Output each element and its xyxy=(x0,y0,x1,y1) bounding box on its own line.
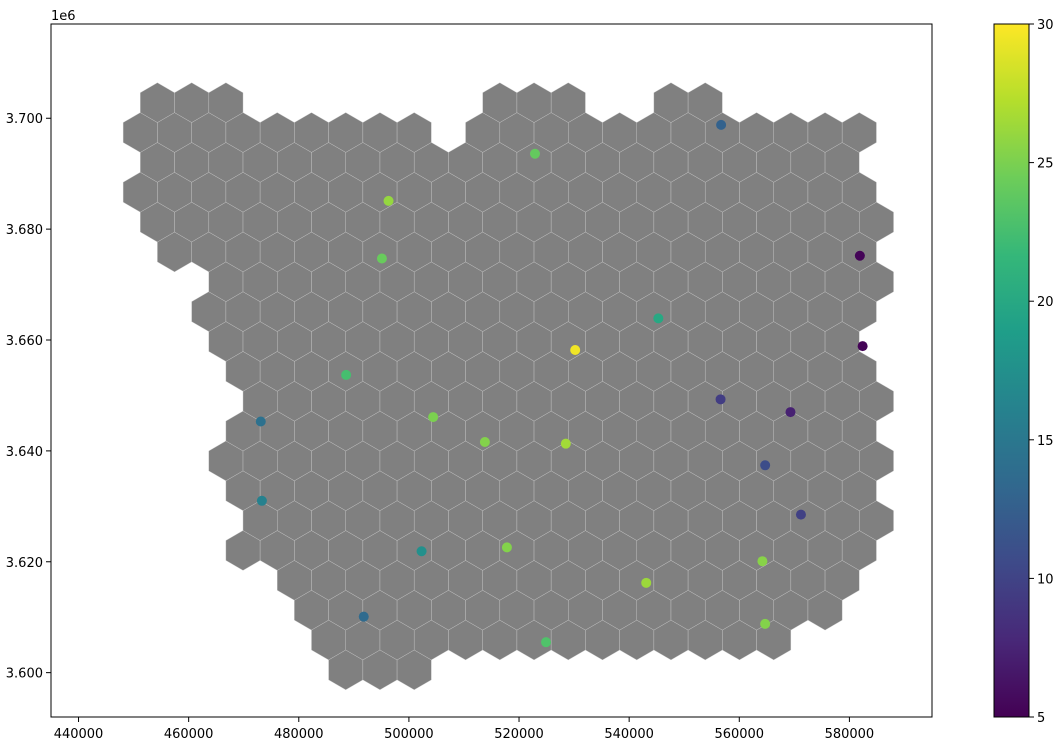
y-tick-label: 3.700 xyxy=(6,112,43,127)
colorbar: 5 10 15 20 25 30 xyxy=(993,18,1054,726)
y-tick-label: 3.600 xyxy=(6,667,43,682)
colorbar-frame xyxy=(993,23,1030,718)
scatter-points xyxy=(255,119,868,648)
data-point xyxy=(376,253,387,264)
data-point xyxy=(760,618,771,629)
data-point xyxy=(501,542,512,553)
data-point xyxy=(428,412,439,423)
data-point xyxy=(653,313,664,324)
colorbar-tick-label: 10 xyxy=(1037,572,1054,587)
data-point xyxy=(341,369,352,380)
colorbar-tick-label: 20 xyxy=(1037,295,1054,310)
colorbar-tick-label: 30 xyxy=(1037,18,1054,33)
x-tick-label: 560000 xyxy=(714,727,764,742)
colorbar-tick-label: 25 xyxy=(1037,157,1054,172)
data-point xyxy=(785,407,796,418)
y-tick-label: 3.660 xyxy=(6,334,43,349)
y-axis: 3.600 3.620 3.640 3.660 3.680 3.700 xyxy=(6,112,51,682)
data-point xyxy=(716,119,727,130)
data-point xyxy=(529,148,540,159)
x-tick-label: 540000 xyxy=(604,727,654,742)
hex-cell xyxy=(841,112,877,153)
y-tick-label: 3.620 xyxy=(6,556,43,571)
x-tick-label: 440000 xyxy=(54,727,104,742)
data-point xyxy=(760,460,771,471)
data-point xyxy=(715,394,726,405)
data-point xyxy=(383,195,394,206)
data-point xyxy=(570,344,581,355)
data-point xyxy=(857,341,868,352)
hex-cell xyxy=(550,82,586,123)
hex-cell xyxy=(396,112,432,153)
data-point xyxy=(541,637,552,648)
data-point xyxy=(358,611,369,622)
data-point xyxy=(256,495,267,506)
x-tick-label: 500000 xyxy=(384,727,434,742)
data-point xyxy=(255,416,266,427)
data-point xyxy=(795,509,806,520)
data-point xyxy=(641,577,652,588)
colorbar-tick-label: 15 xyxy=(1037,434,1054,449)
y-tick-label: 3.680 xyxy=(6,223,43,238)
data-point xyxy=(479,437,490,448)
plot-frame xyxy=(50,23,933,718)
x-tick-label: 480000 xyxy=(274,727,324,742)
hex-cell xyxy=(208,82,244,123)
data-point xyxy=(854,250,865,261)
y-offset-label: 1e6 xyxy=(51,9,76,24)
x-tick-label: 580000 xyxy=(825,727,875,742)
hex-cell xyxy=(687,82,723,123)
x-tick-label: 520000 xyxy=(494,727,544,742)
plot-area: 440000 460000 480000 500000 520000 540000 5600… xyxy=(6,9,933,742)
data-point xyxy=(416,546,427,557)
y-tick-label: 3.640 xyxy=(6,445,43,460)
data-point xyxy=(560,438,571,449)
colorbar-fill xyxy=(994,24,1029,717)
colorbar-ticks: 5 10 15 20 25 30 xyxy=(1029,18,1054,726)
x-axis: 440000 460000 480000 500000 520000 540000 5600… xyxy=(54,717,875,742)
colorbar-tick-label: 5 xyxy=(1037,711,1045,726)
x-tick-label: 460000 xyxy=(164,727,214,742)
data-point xyxy=(757,556,768,567)
